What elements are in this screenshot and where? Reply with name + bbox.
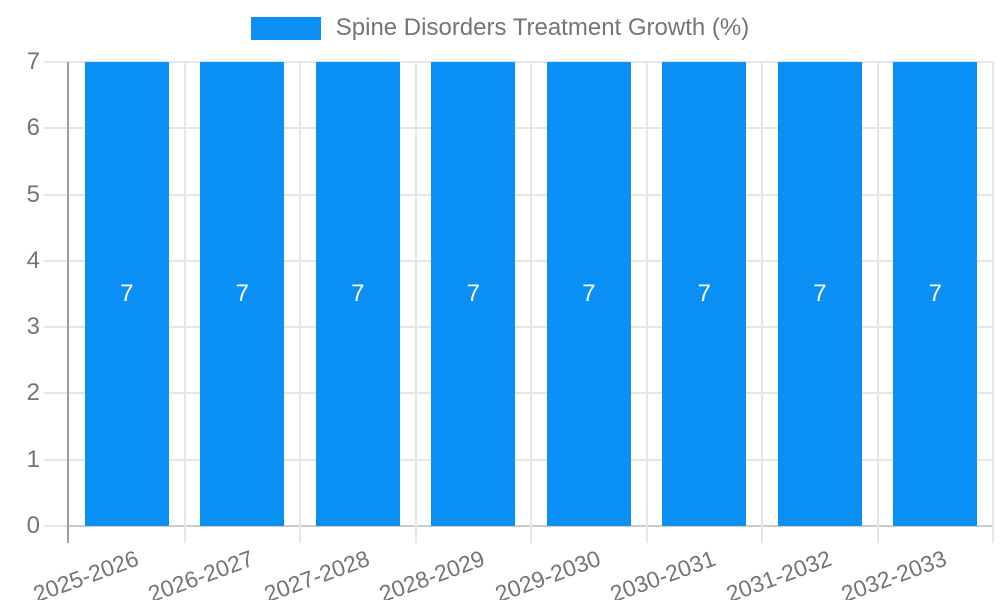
y-axis-tick xyxy=(44,193,69,196)
bar[interactable]: 7 xyxy=(315,62,400,526)
y-axis-tick xyxy=(44,525,69,527)
bar[interactable]: 7 xyxy=(431,62,516,526)
y-axis-line xyxy=(67,62,69,543)
x-axis-tick xyxy=(645,526,648,543)
y-axis-tick xyxy=(44,392,69,395)
x-axis-tick xyxy=(876,526,879,543)
bar-value-label: 7 xyxy=(466,280,480,307)
y-tick-label: 3 xyxy=(26,313,40,341)
legend: Spine Disorders Treatment Growth (%) xyxy=(0,14,1000,42)
y-axis-tick xyxy=(44,259,69,262)
x-gridline xyxy=(645,62,648,526)
x-tick-label: 2027-2028 xyxy=(260,545,373,600)
y-tick-label: 0 xyxy=(26,512,40,539)
y-tick-label: 2 xyxy=(26,379,40,407)
x-axis-tick xyxy=(530,526,532,543)
y-tick-label: 5 xyxy=(26,180,40,208)
bar[interactable]: 7 xyxy=(546,62,631,526)
x-gridline xyxy=(876,62,879,526)
bar[interactable]: 7 xyxy=(662,62,747,526)
x-axis-tick xyxy=(299,526,301,543)
bar-value-label: 7 xyxy=(351,280,365,307)
x-axis-tick xyxy=(992,526,994,543)
y-tick-label: 4 xyxy=(26,246,40,274)
bar[interactable]: 7 xyxy=(777,62,862,526)
x-axis-tick xyxy=(761,526,763,543)
y-axis-tick xyxy=(44,127,69,130)
x-gridline xyxy=(414,62,417,526)
bar-value-label: 7 xyxy=(120,280,134,307)
y-tick-label: 6 xyxy=(26,114,40,142)
x-tick-label: 2030-2031 xyxy=(606,545,720,600)
y-tick-label: 7 xyxy=(26,48,40,75)
x-axis-tick xyxy=(183,526,186,543)
bar-value-label: 7 xyxy=(928,280,942,307)
x-gridline xyxy=(992,62,994,526)
y-axis-tick xyxy=(44,326,69,329)
x-tick-label: 2032-2033 xyxy=(837,545,951,600)
x-gridline xyxy=(530,62,532,526)
x-gridline xyxy=(299,62,301,526)
bar[interactable]: 7 xyxy=(893,62,978,526)
x-tick-label: 2028-2029 xyxy=(375,545,489,600)
legend-swatch xyxy=(250,16,321,40)
bar[interactable]: 7 xyxy=(200,62,285,526)
bar-value-label: 7 xyxy=(813,280,827,307)
y-axis-tick xyxy=(44,61,69,63)
x-tick-label: 2025-2026 xyxy=(29,545,142,600)
bar-value-label: 7 xyxy=(582,280,596,307)
x-tick-label: 2031-2032 xyxy=(722,545,835,600)
x-gridline xyxy=(183,62,186,526)
y-tick-label: 1 xyxy=(26,445,40,473)
x-gridline xyxy=(761,62,763,526)
legend-label: Spine Disorders Treatment Growth (%) xyxy=(335,14,750,41)
x-tick-label: 2029-2030 xyxy=(491,545,604,600)
bar[interactable]: 7 xyxy=(84,62,169,526)
bar-value-label: 7 xyxy=(235,280,249,307)
bar-value-label: 7 xyxy=(697,280,711,307)
x-tick-label: 2026-2027 xyxy=(144,545,258,600)
x-axis-tick xyxy=(414,526,417,543)
y-axis-tick xyxy=(44,458,69,461)
